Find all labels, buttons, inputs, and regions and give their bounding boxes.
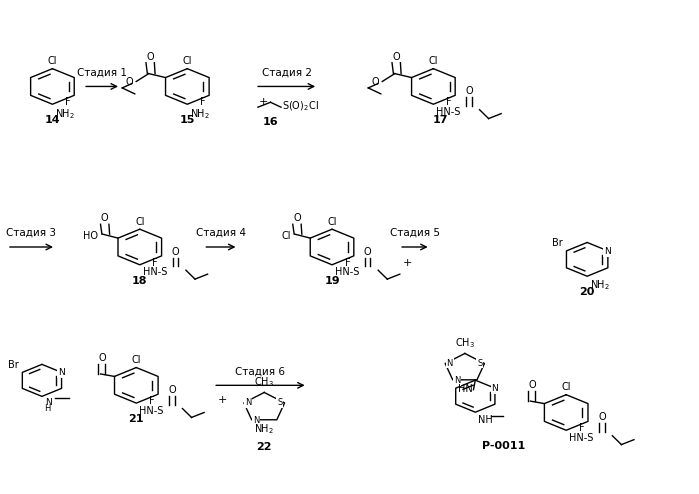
Text: CH$_3$: CH$_3$ [455,336,475,350]
Text: Cl: Cl [281,231,291,241]
Text: O: O [528,380,535,390]
Text: Cl: Cl [135,217,145,227]
Text: 19: 19 [324,276,340,286]
Text: 16: 16 [263,117,278,127]
Text: NH: NH [478,414,493,425]
Text: Cl: Cl [561,382,571,392]
Text: HO: HO [83,231,99,241]
Text: 18: 18 [132,276,147,286]
Text: H: H [44,404,50,413]
Text: O: O [293,213,301,223]
Text: HN-S: HN-S [569,433,593,443]
Text: +: + [259,97,268,107]
Text: N: N [253,416,259,425]
Text: O: O [172,247,179,257]
Text: N: N [604,247,610,256]
Text: O: O [101,213,108,223]
Text: NH$_2$: NH$_2$ [590,278,610,292]
Text: Стадия 1: Стадия 1 [77,68,127,78]
Text: Cl: Cl [48,56,57,66]
Text: Br: Br [8,360,19,370]
Text: F: F [345,258,350,268]
Text: 22: 22 [257,443,272,453]
Text: Cl: Cl [428,56,438,66]
Text: 17: 17 [433,115,448,125]
Text: HN-S: HN-S [143,267,167,277]
Text: F: F [65,97,71,107]
Text: Стадия 2: Стадия 2 [261,68,312,78]
Text: O: O [98,353,106,363]
Text: N: N [491,384,498,393]
Text: O: O [466,86,473,96]
Text: N: N [447,359,453,368]
Text: HN: HN [458,384,473,394]
Text: CH$_3$: CH$_3$ [254,375,274,389]
Text: O: O [146,52,154,62]
Text: O: O [598,412,605,422]
Text: O: O [372,77,380,87]
Text: S: S [477,359,482,368]
Text: 21: 21 [129,414,144,424]
Text: S(O)$_2$Cl: S(O)$_2$Cl [282,99,319,113]
Text: O: O [168,385,175,395]
Text: 15: 15 [180,115,195,125]
Text: F: F [152,258,158,268]
Text: P-0011: P-0011 [482,441,525,451]
Text: F: F [200,97,206,107]
Text: Cl: Cl [182,56,192,66]
Text: F: F [149,396,154,406]
Text: N: N [454,376,461,385]
Text: N: N [58,369,65,377]
Text: NH$_2$: NH$_2$ [190,107,210,121]
Text: N: N [45,398,52,407]
Text: +: + [403,258,412,268]
Text: 20: 20 [579,287,595,297]
Text: Cl: Cl [131,355,141,365]
Text: Br: Br [552,239,562,248]
Text: NH$_2$: NH$_2$ [254,422,274,436]
Text: HN-S: HN-S [139,406,164,415]
Text: Стадия 3: Стадия 3 [6,228,57,238]
Text: HN-S: HN-S [436,107,461,117]
Text: N: N [245,398,252,407]
Text: Стадия 5: Стадия 5 [389,228,440,238]
Text: O: O [392,52,400,62]
Text: O: O [364,247,371,257]
Text: Cl: Cl [327,217,337,227]
Text: O: O [126,77,134,87]
Text: HN-S: HN-S [335,267,359,277]
Text: NH$_2$: NH$_2$ [55,107,75,121]
Text: 14: 14 [45,115,60,125]
Text: F: F [446,97,452,107]
Text: Стадия 4: Стадия 4 [196,228,246,238]
Text: Стадия 6: Стадия 6 [235,367,285,376]
Text: S: S [278,398,282,407]
Text: +: + [218,395,227,405]
Text: F: F [579,423,584,433]
